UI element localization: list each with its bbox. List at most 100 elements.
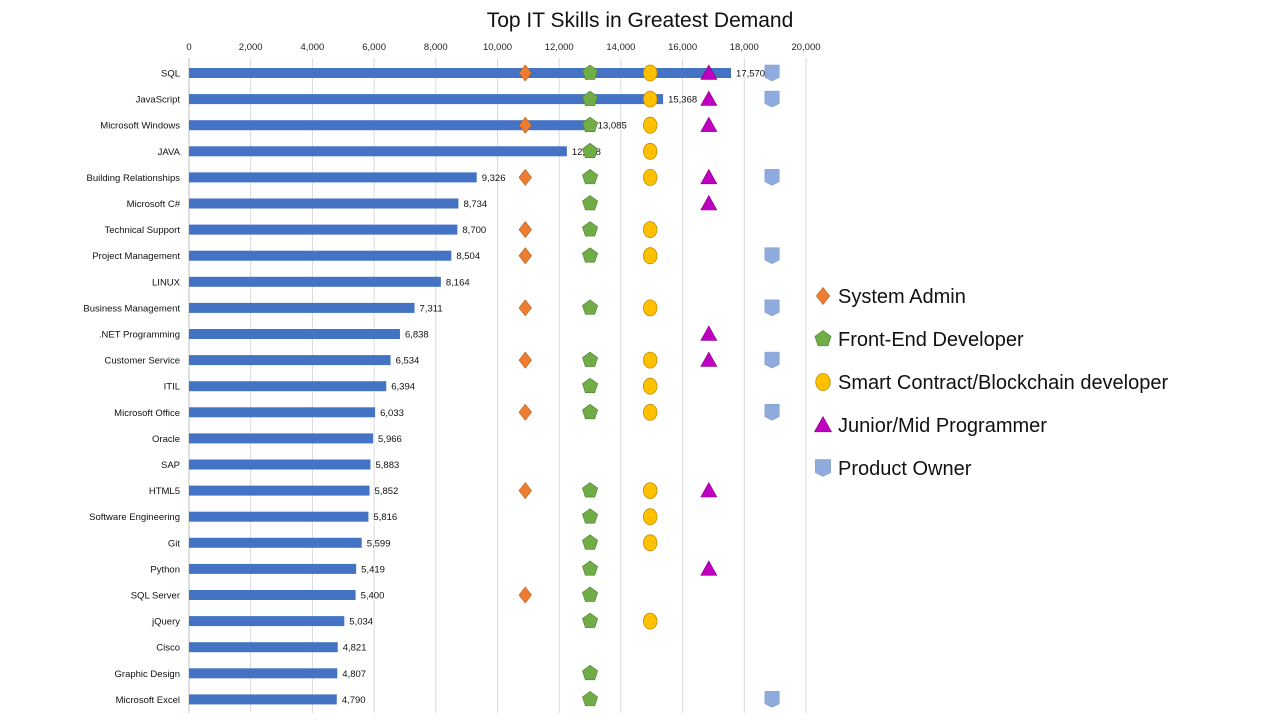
bar-value-label: 8,734: [463, 199, 487, 210]
x-tick-label: 8,000: [424, 42, 448, 53]
category-label: ITIL: [164, 382, 180, 393]
chart-title: Top IT Skills in Greatest Demand: [487, 9, 794, 32]
bar: [189, 668, 338, 679]
junior-mid-programmer-marker: [700, 90, 718, 106]
bar-value-label: 6,394: [391, 382, 415, 393]
front-end-developer-marker: [582, 142, 599, 159]
bar-value-label: 8,164: [446, 277, 470, 288]
front-end-developer-marker: [582, 221, 599, 237]
legend-swatch-product-owner: [815, 459, 831, 477]
bar-value-label: 5,599: [367, 538, 391, 549]
smart-contract-blockchain-developer-marker: [643, 247, 658, 265]
legend-swatch-smart-contract-blockchain-developer: [815, 373, 831, 391]
smart-contract-blockchain-developer-marker: [643, 482, 658, 500]
legend-label-smart-contract-blockchain-developer: Smart Contract/Blockchain developer: [838, 372, 1168, 394]
bar: [189, 590, 356, 600]
bar-value-label: 5,816: [373, 512, 397, 523]
bar: [189, 120, 593, 131]
role-markers: [518, 64, 780, 708]
bar: [189, 250, 452, 261]
legend-label-junior-mid-programmer: Junior/Mid Programmer: [838, 415, 1047, 437]
smart-contract-blockchain-developer-marker: [643, 221, 658, 239]
smart-contract-blockchain-developer-marker: [643, 116, 658, 134]
bar: [189, 224, 458, 235]
junior-mid-programmer-marker: [700, 168, 718, 185]
smart-contract-blockchain-developer-marker: [643, 168, 658, 186]
bar: [189, 302, 415, 313]
product-owner-marker: [764, 247, 780, 264]
bar-value-label: 5,883: [375, 460, 399, 471]
category-label: Software Engineering: [89, 512, 180, 523]
bar: [189, 563, 357, 574]
bar-value-label: 5,966: [378, 434, 402, 445]
product-owner-marker: [764, 691, 780, 708]
system-admin-marker: [518, 116, 532, 134]
front-end-developer-marker: [582, 612, 599, 628]
category-label: Customer Service: [105, 356, 181, 367]
bar: [189, 198, 459, 209]
junior-mid-programmer-marker: [700, 325, 718, 341]
system-admin-marker: [518, 168, 532, 186]
system-admin-marker: [518, 299, 532, 317]
system-admin-marker: [518, 221, 532, 239]
front-end-developer-marker: [582, 691, 599, 707]
junior-mid-programmer-marker: [700, 481, 718, 498]
x-tick-label: 20,000: [791, 42, 820, 53]
front-end-developer-marker: [582, 508, 599, 524]
x-tick-label: 2,000: [239, 42, 263, 53]
product-owner-marker: [764, 90, 780, 108]
category-label: Python: [150, 564, 180, 575]
front-end-developer-marker: [582, 482, 599, 498]
junior-mid-programmer-marker: [700, 116, 718, 132]
front-end-developer-marker: [582, 351, 599, 367]
bar: [189, 329, 400, 339]
category-label: Oracle: [152, 434, 180, 445]
smart-contract-blockchain-developer-marker: [643, 403, 658, 421]
category-label: HTML5: [149, 486, 180, 497]
category-label: Building Relationships: [87, 173, 181, 184]
front-end-developer-marker: [582, 64, 599, 80]
product-owner-marker: [764, 64, 780, 82]
front-end-developer-marker: [582, 116, 599, 132]
smart-contract-blockchain-developer-marker: [643, 299, 658, 317]
junior-mid-programmer-marker: [700, 560, 718, 576]
category-label: Project Management: [92, 251, 180, 262]
front-end-developer-marker: [582, 560, 599, 576]
category-label: LINUX: [152, 277, 181, 288]
legend-swatch-front-end-developer: [814, 330, 832, 347]
category-label: JavaScript: [136, 95, 181, 106]
bar-value-label: 5,400: [361, 591, 385, 602]
category-labels: SQL JavaScript Microsoft Windows JAVA Buildi…: [83, 69, 180, 706]
bar: [189, 694, 337, 705]
front-end-developer-marker: [582, 403, 599, 420]
smart-contract-blockchain-developer-marker: [643, 377, 658, 395]
bar-value-label: 6,838: [405, 330, 429, 341]
bar: [189, 511, 369, 522]
bar-value-label: 13,085: [598, 121, 627, 132]
bar: [189, 381, 387, 392]
bar-value-label: 4,821: [343, 643, 367, 654]
smart-contract-blockchain-developer-marker: [643, 612, 658, 630]
category-label: Graphic Design: [115, 669, 180, 680]
bar: [189, 355, 391, 366]
system-admin-marker: [518, 64, 532, 82]
front-end-developer-marker: [582, 299, 599, 315]
bar: [189, 459, 371, 470]
bar-value-label: 5,034: [349, 617, 373, 628]
x-axis-ticks: 0 2,000 4,000 6,000 8,000 10,000 12,000 14,000 1…: [186, 42, 820, 53]
bar-value-label: 7,311: [420, 303, 443, 314]
bar: [189, 537, 362, 548]
front-end-developer-marker: [582, 195, 599, 211]
category-label: Git: [168, 538, 181, 549]
bar: [189, 642, 338, 653]
bars: [189, 68, 732, 705]
x-tick-label: 16,000: [668, 42, 697, 53]
x-tick-label: 6,000: [362, 42, 386, 53]
bar-value-label: 8,504: [456, 251, 480, 262]
category-label: Business Management: [83, 303, 180, 314]
bar: [189, 172, 477, 183]
x-tick-label: 18,000: [730, 42, 759, 53]
category-label: Microsoft Office: [114, 408, 180, 419]
bar: [189, 94, 664, 105]
junior-mid-programmer-marker: [700, 351, 718, 367]
